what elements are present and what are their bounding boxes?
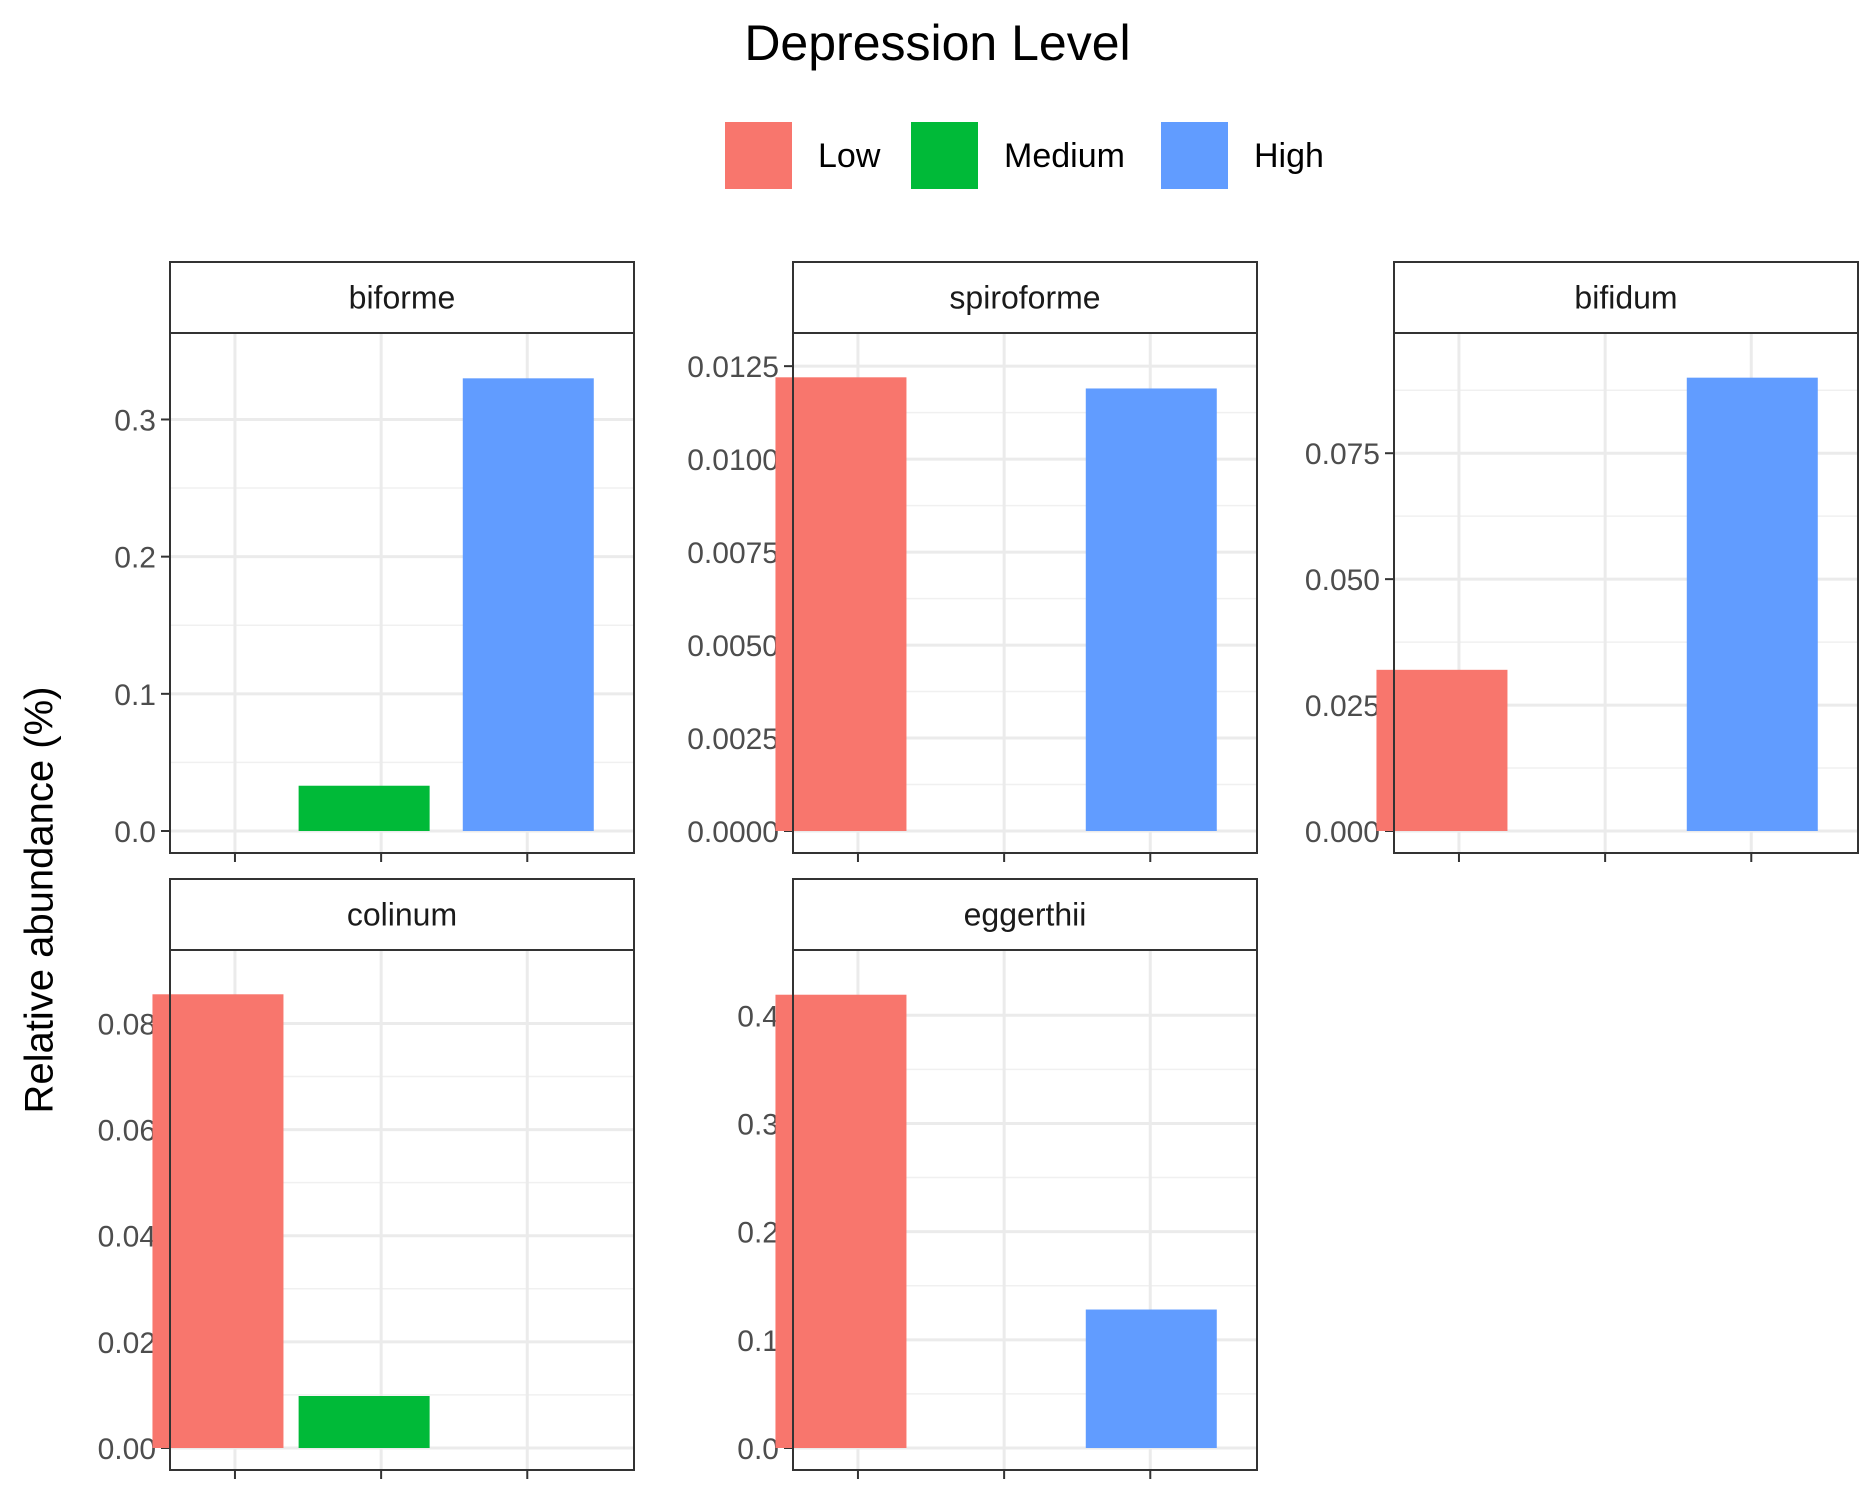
y-tick-label: 0.00	[98, 1433, 156, 1466]
bar-bifidum-low	[1376, 669, 1508, 831]
y-tick-label: 0.1	[114, 679, 156, 712]
strip-label-spiroforme: spiroforme	[949, 280, 1100, 316]
legend-label-high: High	[1254, 137, 1324, 175]
strip-bifidum	[1393, 261, 1859, 334]
y-tick-label: 0.000	[1305, 816, 1380, 849]
strip-eggerthii	[792, 878, 1258, 951]
legend-key-high	[1161, 122, 1228, 189]
y-tick-label: 0.02	[98, 1327, 156, 1360]
bar-eggerthii-high	[1085, 1309, 1217, 1448]
bar-colinum-low	[152, 994, 284, 1448]
bar-colinum-medium	[298, 1395, 430, 1448]
y-tick-label: 0.0100	[687, 444, 779, 477]
y-tick-label: 0.3	[737, 1108, 779, 1141]
y-tick-label: 0.06	[98, 1115, 156, 1148]
strip-biforme	[169, 261, 635, 334]
y-tick-label: 0.2	[737, 1217, 779, 1250]
bar-spiroforme-high	[1085, 388, 1217, 831]
y-tick-label: 0.0	[737, 1433, 779, 1466]
legend-label-medium: Medium	[1004, 137, 1125, 175]
strip-label-bifidum: bifidum	[1574, 280, 1677, 316]
legend-key-low	[725, 122, 792, 189]
bar-bifidum-high	[1686, 377, 1818, 831]
y-tick-label: 0.025	[1305, 690, 1380, 723]
legend-label-low: Low	[818, 137, 881, 175]
strip-label-eggerthii: eggerthii	[964, 897, 1087, 933]
y-tick-label: 0.0050	[687, 630, 779, 663]
strip-spiroforme	[792, 261, 1258, 334]
y-tick-label: 0.2	[114, 542, 156, 575]
legend-key-medium	[911, 122, 978, 189]
strip-label-colinum: colinum	[347, 897, 457, 933]
legend-title: Depression Level	[744, 15, 1131, 71]
y-tick-label: 0.050	[1305, 564, 1380, 597]
y-tick-label: 0.1	[737, 1325, 779, 1358]
bar-biforme-high	[462, 378, 594, 831]
bar-eggerthii-low	[775, 994, 907, 1448]
y-tick-label: 0.0000	[687, 816, 779, 849]
bar-biforme-medium	[298, 785, 430, 831]
y-tick-label: 0.0125	[687, 351, 779, 384]
bar-spiroforme-low	[775, 377, 907, 831]
y-tick-label: 0.04	[98, 1221, 156, 1254]
y-tick-label: 0.075	[1305, 438, 1380, 471]
strip-colinum	[169, 878, 635, 951]
strip-label-biforme: biforme	[349, 280, 456, 316]
y-tick-label: 0.0075	[687, 537, 779, 570]
y-tick-label: 0.0	[114, 816, 156, 849]
y-tick-label: 0.4	[737, 1000, 779, 1033]
y-tick-label: 0.08	[98, 1008, 156, 1041]
y-tick-label: 0.3	[114, 404, 156, 437]
y-tick-label: 0.0025	[687, 723, 779, 756]
